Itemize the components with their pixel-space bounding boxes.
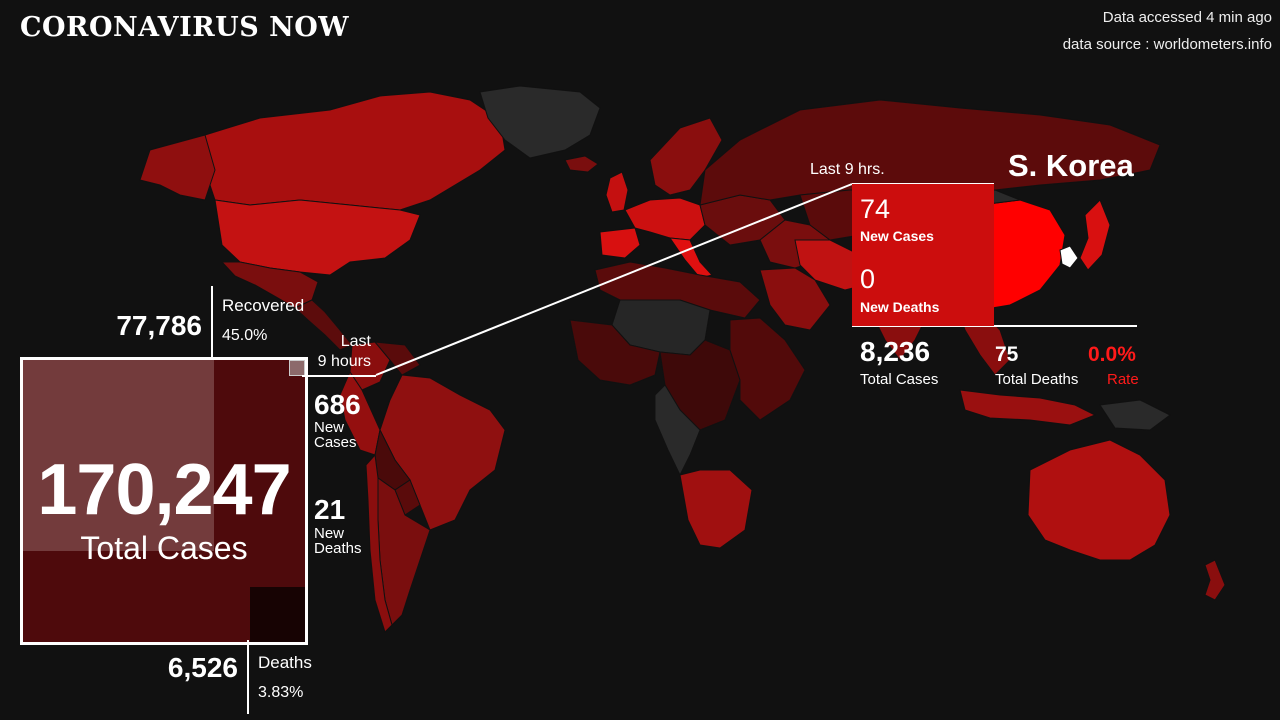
new-cases-9h-area: [289, 360, 305, 376]
country-canada: [204, 91, 506, 211]
country-peru: [339, 370, 381, 456]
country-panel: 74 New Cases 0 New Deaths: [852, 184, 994, 326]
data-accessed-text: Data accessed 4 min ago: [1102, 9, 1272, 26]
country-indonesia: [959, 389, 1097, 426]
country-new-cases-count: 74: [860, 194, 891, 224]
country-spain: [599, 227, 641, 259]
country-south-africa: [679, 469, 753, 549]
country-south-korea: [1059, 245, 1079, 269]
country-greenland: [479, 85, 601, 159]
last-9-hours-label-2: 9 hours: [317, 353, 371, 370]
country-rate: 0.0%: [1088, 343, 1136, 366]
total-cases-label: Total Cases: [80, 530, 248, 566]
last-9-hours-leader-line: [302, 375, 376, 377]
new-deaths-label-1: New: [314, 525, 345, 542]
data-source-text: data source : worldometers.info: [1062, 36, 1272, 53]
country-new-zealand: [1204, 559, 1226, 601]
recovered-label: Recovered: [222, 296, 305, 315]
recovered-area: [23, 360, 214, 551]
country-papua: [1099, 399, 1171, 431]
country-name: S. Korea: [1008, 148, 1134, 183]
new-cases-count: 686: [314, 389, 361, 420]
new-cases-label-1: New: [314, 419, 345, 436]
total-cases-box: 170,247 Total Cases: [20, 357, 308, 645]
country-rate-label: Rate: [1107, 371, 1139, 388]
last-9-hours-label-1: Last: [340, 333, 371, 350]
country-new-deaths-label: New Deaths: [860, 299, 940, 315]
page-title: CORONAVIRUS NOW: [20, 12, 350, 43]
recovered-leader-line: [211, 286, 213, 358]
new-deaths-label-2: Deaths: [314, 540, 362, 557]
recovered-count: 77,786: [116, 310, 202, 341]
deaths-area: [250, 587, 305, 642]
country-last-label: Last 9 hrs.: [810, 161, 885, 178]
country-iceland: [564, 155, 599, 173]
country-japan: [1079, 199, 1111, 271]
country-alaska: [139, 134, 216, 201]
new-deaths-count: 21: [314, 494, 346, 525]
country-total-deaths-count: 75: [995, 343, 1019, 366]
country-uk: [605, 171, 629, 213]
country-new-deaths-count: 0: [860, 264, 876, 294]
country-east-africa: [729, 317, 806, 421]
country-total-cases-count: 8,236: [860, 336, 931, 367]
deaths-leader-line: [247, 640, 249, 714]
deaths-percent: 3.83%: [258, 684, 304, 701]
total-cases-count: 170,247: [37, 450, 291, 530]
country-total-cases-label: Total Cases: [860, 371, 939, 388]
country-chile: [365, 453, 393, 633]
recovered-percent: 45.0%: [222, 327, 268, 344]
new-cases-label-2: Cases: [314, 434, 357, 451]
deaths-count: 6,526: [167, 652, 238, 683]
country-new-cases-label: New Cases: [860, 228, 934, 244]
deaths-label: Deaths: [258, 653, 312, 672]
country-australia: [1027, 439, 1171, 561]
country-total-deaths-label: Total Deaths: [995, 371, 1079, 388]
